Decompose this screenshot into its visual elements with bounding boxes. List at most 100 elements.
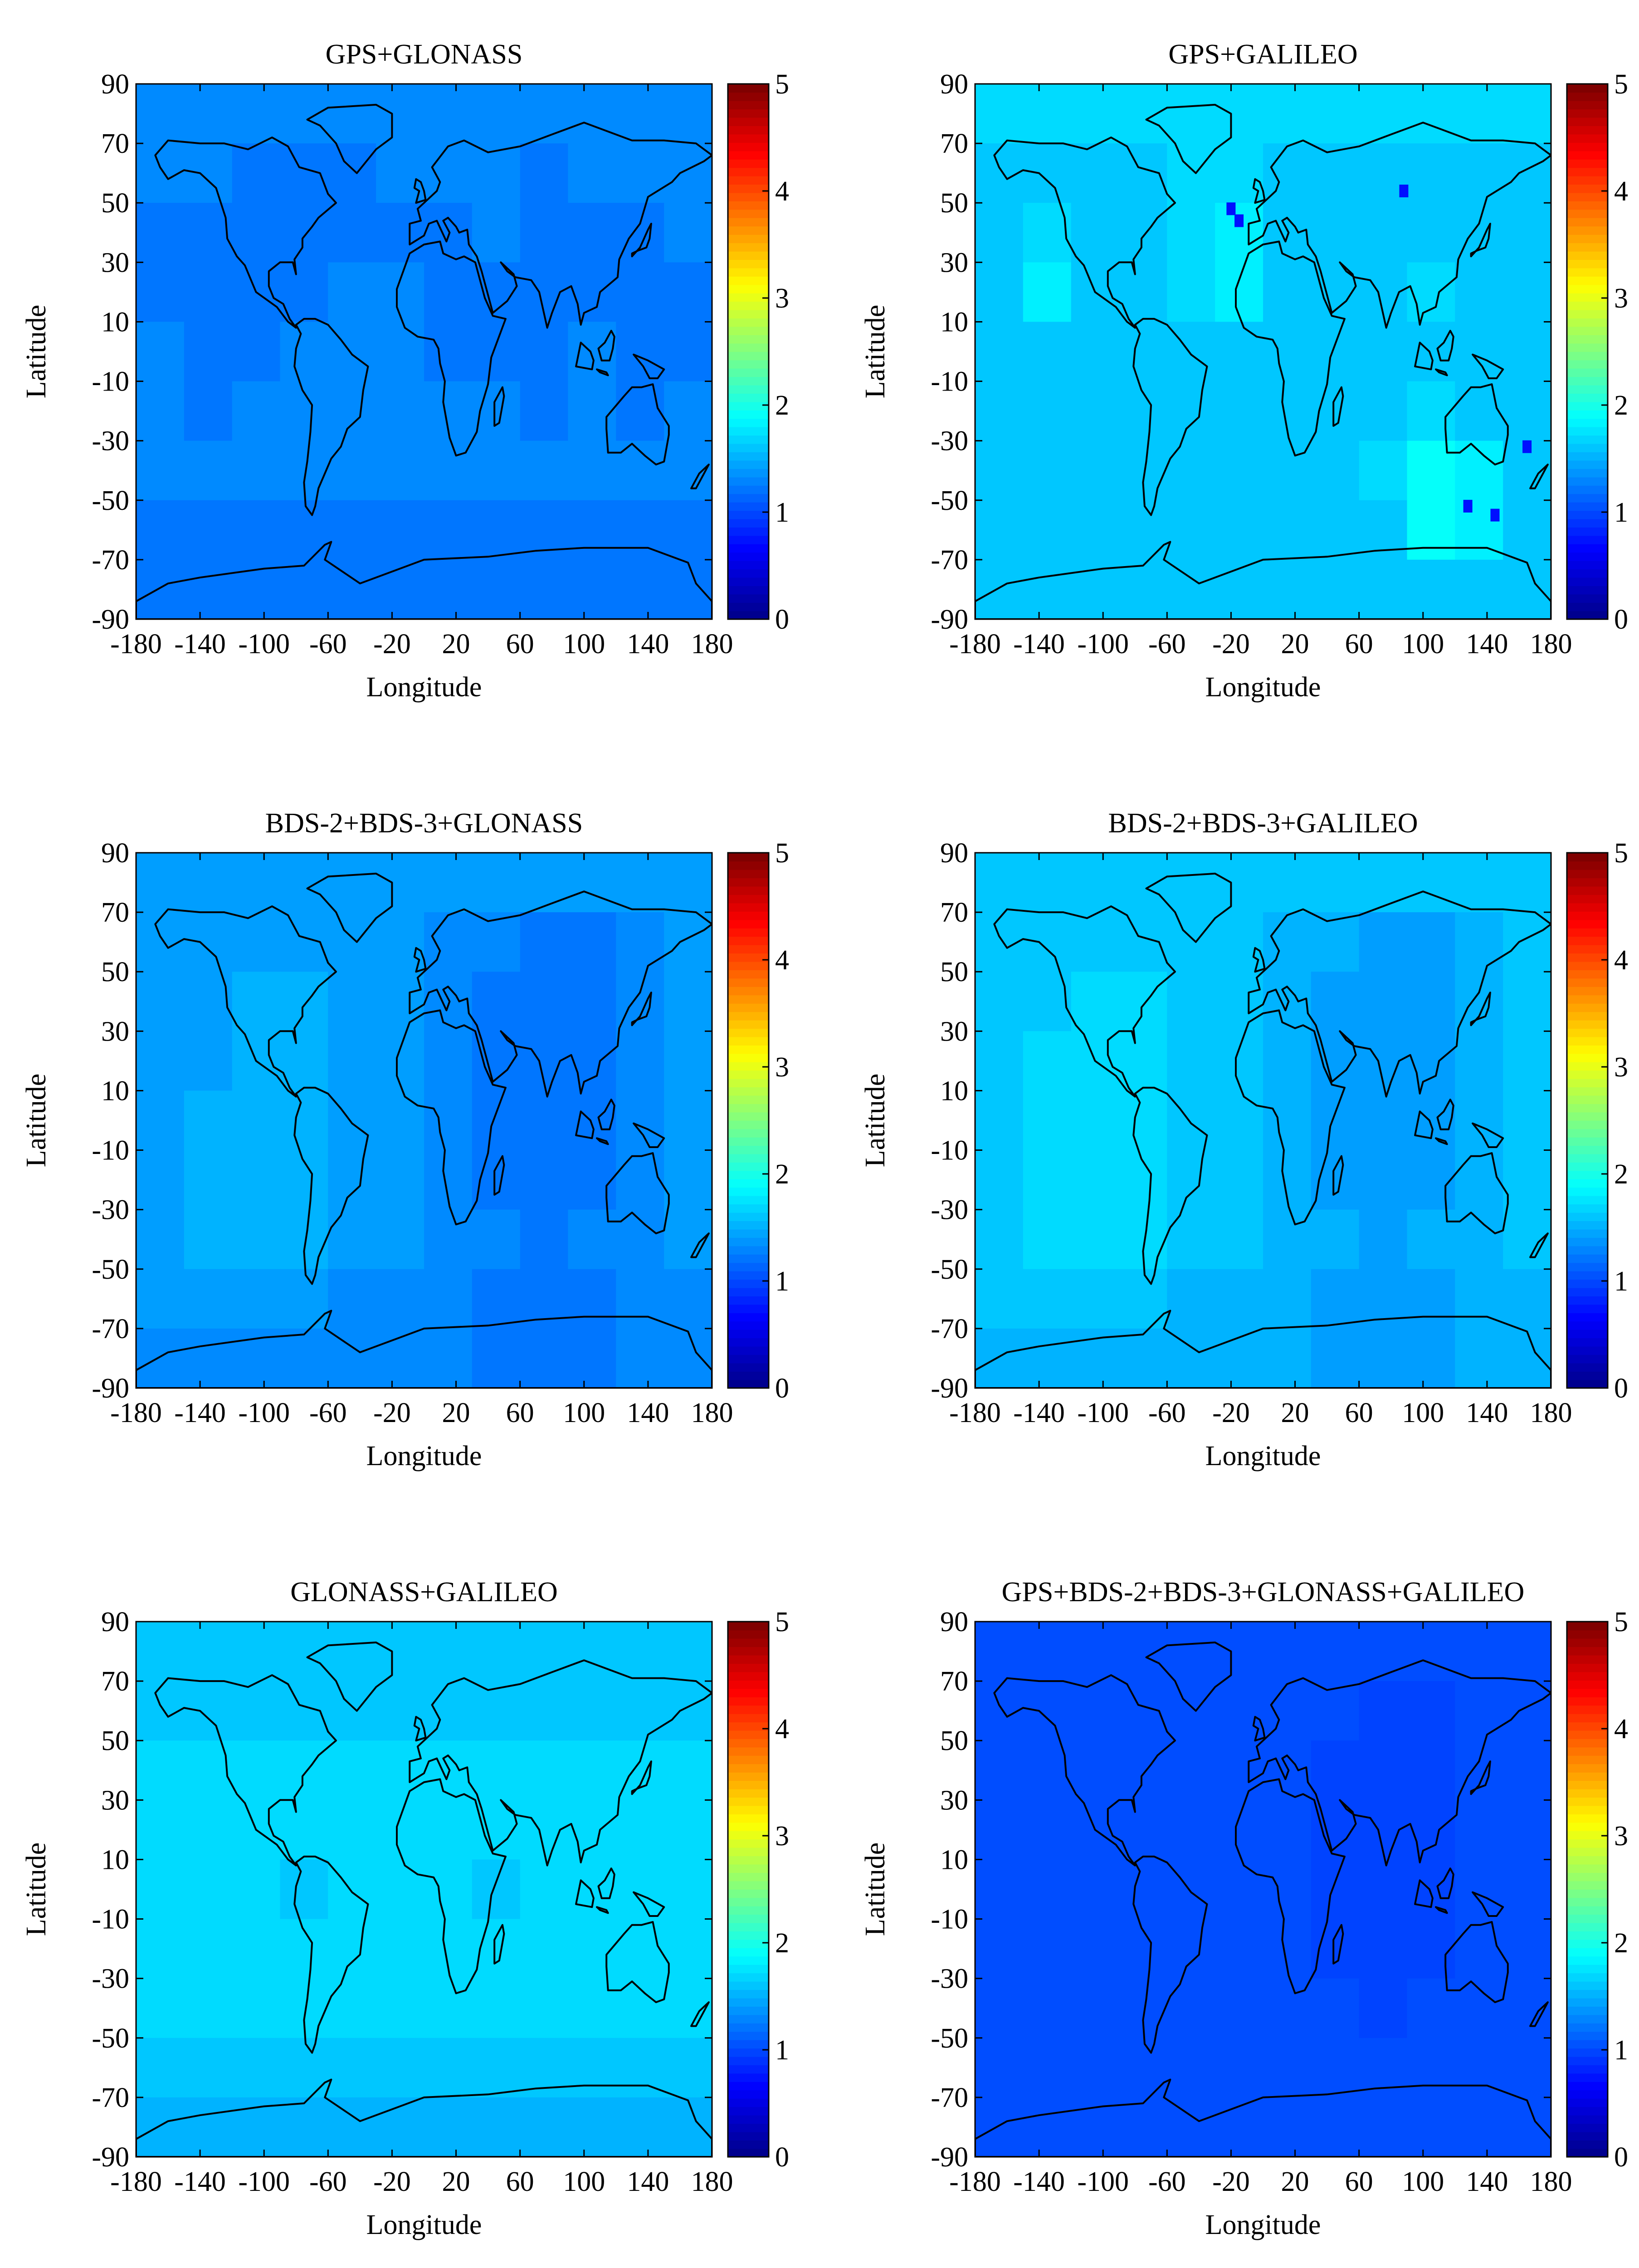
y-tick-label: -50 [931, 485, 968, 516]
y-tick-label: 70 [940, 897, 968, 928]
colorbar-step [1567, 953, 1608, 962]
colorbar-step [728, 469, 769, 478]
colorbar-step [728, 853, 769, 862]
heatmap-cell [1407, 1740, 1456, 1801]
heatmap-cell [568, 381, 617, 441]
coastline [975, 2078, 1551, 2157]
heatmap-cell [1311, 1740, 1360, 1801]
heatmap-cell [616, 1150, 665, 1210]
x-tick-label: -60 [1148, 2166, 1186, 2197]
heatmap-cell [424, 972, 473, 1032]
y-tick-label: -50 [931, 1254, 968, 1285]
heatmap-cell [1503, 1031, 1551, 1091]
x-tick-label: 20 [1281, 1398, 1309, 1428]
colorbar-step [728, 352, 769, 361]
heatmap-cell [424, 1090, 473, 1151]
colorbar-step [728, 84, 769, 93]
colorbar-step [1567, 1020, 1608, 1029]
colorbar-step [728, 1170, 769, 1179]
colorbar-step [728, 2006, 769, 2015]
heatmap-cell [1119, 912, 1168, 973]
colorbar-step [1567, 477, 1608, 486]
colorbar-step [1567, 903, 1608, 912]
heatmap-cell [520, 143, 569, 204]
colorbar-tick-label: 0 [775, 604, 789, 635]
heatmap-cell [616, 912, 665, 973]
colorbar-step [728, 443, 769, 453]
coastline [413, 1716, 427, 1742]
colorbar-step [728, 560, 769, 570]
colorbar-step [1567, 1881, 1608, 1890]
heatmap-cell [1215, 559, 1263, 619]
colorbar-step [728, 335, 769, 344]
heatmap-cell [184, 203, 233, 263]
colorbar-step [728, 1212, 769, 1222]
heatmap-cell [1455, 853, 1504, 913]
heatmap-cell [616, 1031, 665, 1091]
heatmap-cell [520, 1090, 569, 1151]
heatmap-cell [1503, 2038, 1551, 2098]
colorbar-step [1567, 594, 1608, 603]
heatmap-cell [376, 203, 424, 263]
heatmap-cell [520, 203, 569, 263]
coastline [1414, 1879, 1434, 1908]
heatmap-cell [424, 1269, 473, 1329]
heatmap-cell [376, 1622, 424, 1682]
x-tick-label: -60 [1148, 1398, 1186, 1428]
y-tick-label: 70 [101, 897, 129, 928]
heatmap-cell [280, 1859, 329, 1920]
heatmap-cell [975, 262, 1024, 323]
heatmap-cell [424, 1800, 473, 1860]
heatmap-cell [1455, 1031, 1504, 1091]
heatmap-cell [1215, 440, 1263, 501]
heatmap-cell [280, 262, 329, 323]
heatmap-cell [280, 1681, 329, 1741]
heatmap-cell [376, 143, 424, 204]
heatmap-cell [1407, 853, 1456, 913]
x-axis-label: Longitude [1205, 1441, 1321, 1471]
chart-title: GPS+GLONASS [326, 39, 523, 70]
colorbar-step [1567, 1647, 1608, 1656]
colorbar-step [1567, 326, 1608, 335]
coastlines [136, 1641, 712, 2157]
coastline [1414, 342, 1434, 371]
coastline [1436, 330, 1454, 362]
heatmap-cell [1359, 2097, 1408, 2157]
coastline [1332, 1155, 1344, 1196]
heatmap-cell [280, 853, 329, 913]
chart-panel-6: GPS+BDS-2+BDS-3+GLONASS+GALILEO-180 -140-… [860, 1577, 1628, 2240]
colorbar-step [1567, 1730, 1608, 1739]
y-tick-label: 30 [940, 1785, 968, 1816]
chart-title: GLONASS+GALILEO [290, 1577, 557, 1608]
heatmap-cell [568, 1800, 617, 1860]
heatmap-cell [424, 1859, 473, 1920]
colorbar-step [728, 1287, 769, 1296]
heatmap-cell [1215, 912, 1263, 973]
y-tick-label: -30 [92, 1195, 129, 1226]
heatmap-cell [328, 1328, 377, 1388]
y-tick-label: -30 [931, 426, 968, 457]
heatmap-cell [1071, 203, 1120, 263]
colorbar-tick-label: 3 [1614, 283, 1628, 314]
colorbar-step [728, 1739, 769, 1748]
heatmap-cell [568, 912, 617, 973]
heatmap-cell [664, 853, 712, 913]
heatmap-cell [568, 1622, 617, 1682]
axes-frame [135, 83, 713, 620]
colorbar-step [728, 1789, 769, 1798]
x-tick-label: -180 [949, 1398, 1001, 1428]
colorbar-step [728, 1922, 769, 1931]
colorbar-step [728, 1003, 769, 1012]
heatmap-cell [184, 1919, 233, 1979]
colorbar-step [1567, 2023, 1608, 2032]
colorbar-step [1567, 100, 1608, 110]
heatmap-cell [136, 203, 185, 263]
heatmap-cell [1167, 143, 1216, 204]
heatmap-cell [328, 1269, 377, 1329]
colorbar-step [1567, 1095, 1608, 1104]
heatmap-cell [328, 1150, 377, 1210]
heatmap-cell [616, 1681, 665, 1741]
x-tick-label: -140 [174, 629, 226, 660]
heatmap-cell [1119, 1800, 1168, 1860]
colorbar-step [1567, 226, 1608, 235]
